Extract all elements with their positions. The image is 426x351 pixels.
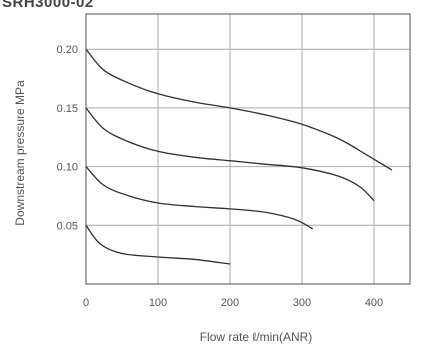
plot-frame: [85, 13, 411, 285]
x-axis-label: Flow rate ℓ/min(ANR): [200, 330, 313, 344]
y-tick-label: 0.15: [57, 103, 78, 115]
y-tick-label: 0.05: [57, 220, 78, 232]
y-tick-label: 0.10: [57, 162, 78, 174]
x-tick-label: 100: [149, 297, 167, 309]
tick-labels: 0 100 200 300 400 0.05 0.10 0.15 0.20: [57, 44, 384, 309]
curves: [85, 48, 393, 265]
x-tick-label: 0: [83, 297, 89, 309]
chart-title: SRH3000-02: [2, 0, 94, 11]
pressure-curve: [85, 48, 393, 171]
grid-lines: [86, 14, 410, 284]
pressure-curve: [85, 166, 314, 230]
pressure-curve: [85, 107, 375, 202]
pressure-curve: [85, 224, 231, 265]
x-tick-label: 400: [365, 297, 383, 309]
x-tick-label: 200: [221, 297, 239, 309]
y-tick-label: 0.20: [57, 44, 78, 56]
y-axis-label: Downstream pressure MPa: [13, 80, 27, 226]
x-tick-label: 300: [293, 297, 311, 309]
